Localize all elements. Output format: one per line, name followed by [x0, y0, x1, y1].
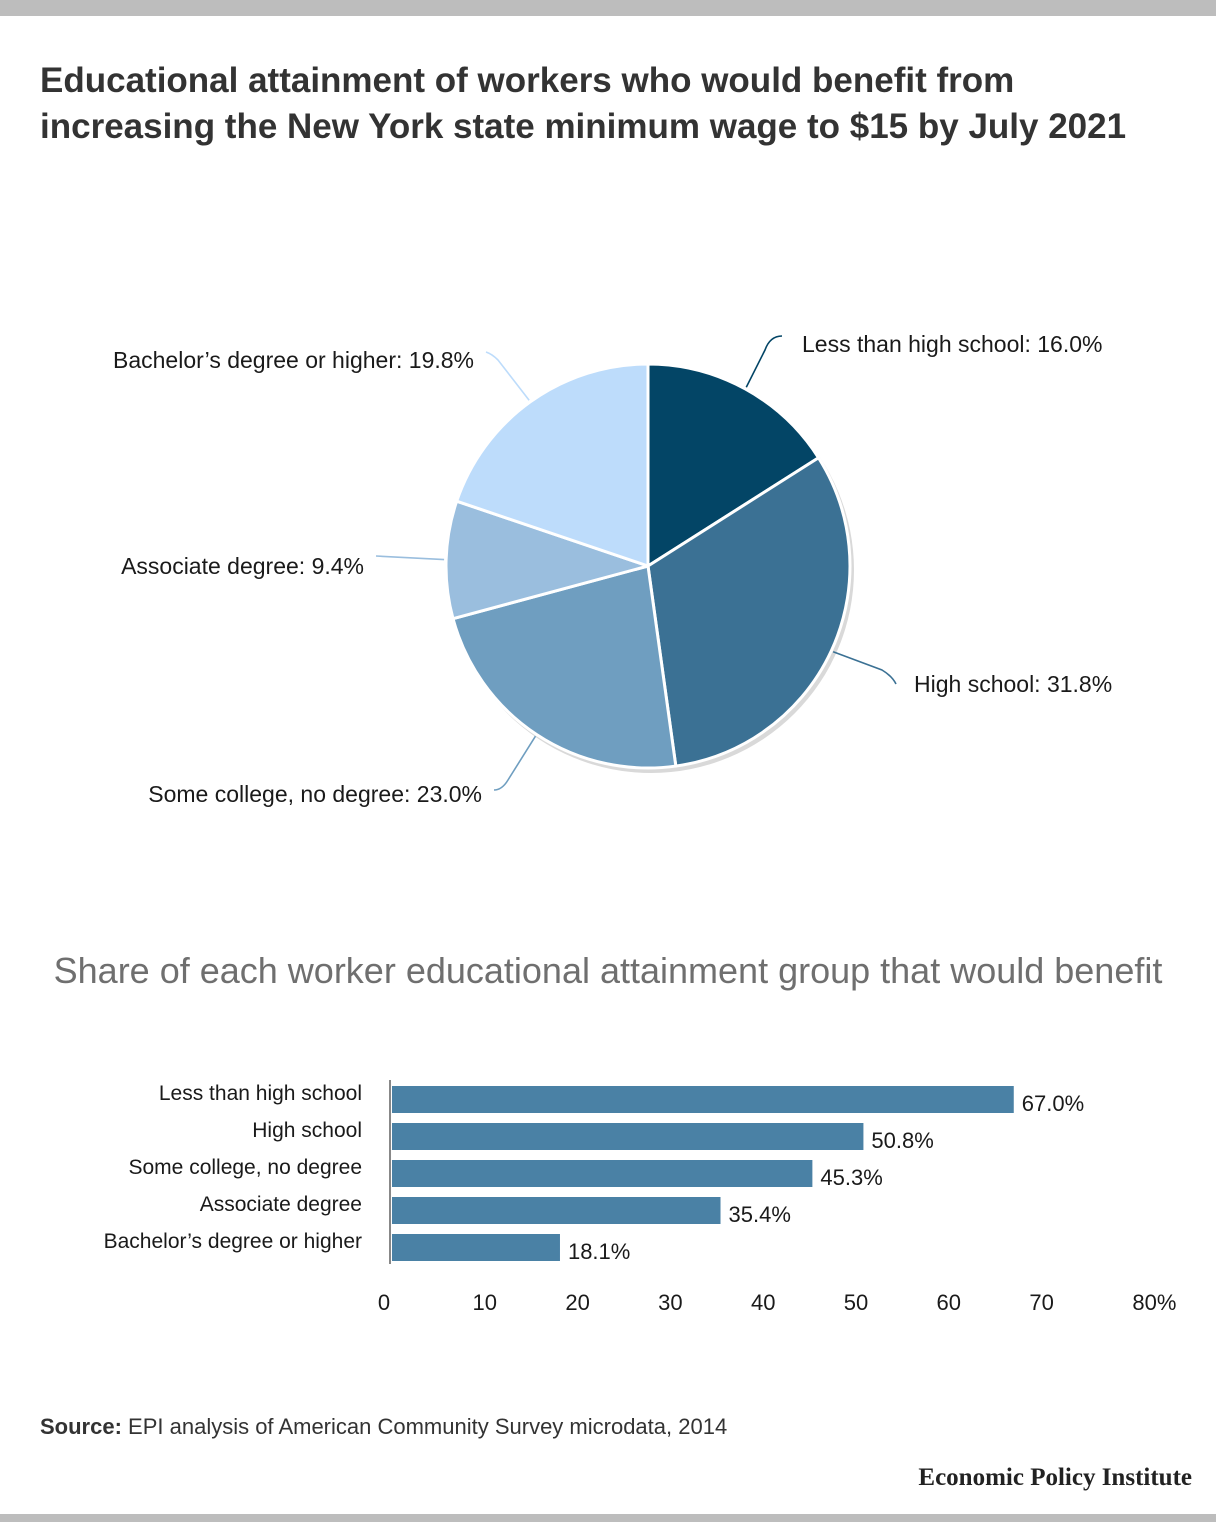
value-label: 45.3% — [820, 1165, 882, 1190]
top-rule — [0, 0, 1216, 16]
pie-slice-high-school — [646, 456, 852, 768]
source-prefix: Source: — [40, 1414, 122, 1439]
x-tick-label: 50 — [844, 1290, 868, 1315]
pie-chart: Less than high school: 16.0% High school:… — [113, 331, 1112, 807]
pie-slice-some-college-no-degree — [451, 564, 678, 770]
pie-label-less-than-high-school: Less than high school: 16.0% — [802, 331, 1102, 357]
pie-slice-associate-degree — [444, 499, 650, 621]
brand-logo: Economic Policy Institute — [918, 1464, 1192, 1491]
source-note: Source: EPI analysis of American Communi… — [40, 1414, 727, 1440]
bar-less-than-high-school — [392, 1086, 1014, 1113]
x-tick-label: 30 — [658, 1290, 682, 1315]
category-label: Some college, no degree — [129, 1156, 363, 1179]
category-label: Less than high school — [159, 1082, 362, 1105]
pie-label-associate-degree: Associate degree: 9.4% — [121, 553, 364, 579]
bar-some-college-no-degree — [392, 1160, 813, 1187]
category-label: Bachelor’s degree or higher — [104, 1230, 362, 1253]
pie-leader-line — [375, 555, 445, 561]
bar-bachelor-s-degree-or-higher — [392, 1234, 560, 1261]
bar-chart: Less than high school 67.0% High school 50.… — [104, 1080, 1176, 1315]
x-tick-label: 10 — [473, 1290, 497, 1315]
x-tick-label: 60 — [937, 1290, 961, 1315]
pie-leader-line — [493, 735, 537, 791]
value-label: 67.0% — [1022, 1091, 1084, 1116]
value-label: 50.8% — [871, 1128, 933, 1153]
category-label: High school — [252, 1119, 362, 1142]
bar-high-school — [392, 1123, 864, 1150]
bottom-rule — [0, 1514, 1216, 1522]
pie-leader-line — [485, 351, 530, 401]
source-text: EPI analysis of American Community Surve… — [121, 1414, 728, 1439]
bar-chart-title: Share of each worker educational attainm… — [53, 950, 1163, 991]
x-tick-label: 80% — [1132, 1290, 1176, 1315]
pie-label-some-college-no-degree: Some college, no degree: 23.0% — [148, 781, 482, 807]
category-label: Associate degree — [200, 1193, 362, 1216]
pie-leader-line — [832, 650, 897, 685]
pie-slice-less-than-high-school — [646, 362, 821, 568]
chart-title: Educational attainment of workers who wo… — [40, 61, 1127, 146]
x-tick-label: 20 — [565, 1290, 589, 1315]
bar-associate-degree — [392, 1197, 721, 1224]
pie-leader-line — [745, 335, 783, 388]
x-tick-label: 0 — [378, 1290, 390, 1315]
pie-label-high-school: High school: 31.8% — [914, 671, 1112, 697]
value-label: 18.1% — [568, 1239, 630, 1264]
x-tick-label: 70 — [1029, 1290, 1053, 1315]
pie-slice-bachelor-s-degree-or-higher — [455, 362, 650, 568]
pie-label-bachelor-s-degree-or-higher: Bachelor’s degree or higher: 19.8% — [113, 347, 474, 373]
value-label: 35.4% — [729, 1202, 791, 1227]
x-tick-label: 40 — [751, 1290, 775, 1315]
